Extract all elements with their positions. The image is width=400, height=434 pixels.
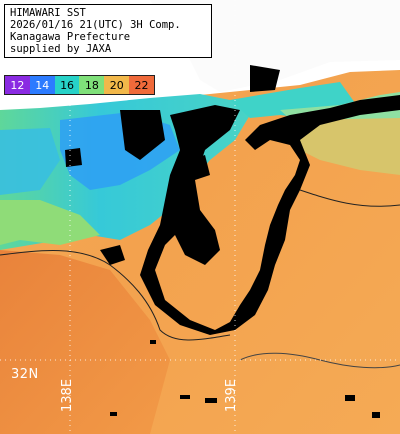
map-info-box: HIMAWARI SST 2026/01/16 21(UTC) 3H Comp.…: [4, 4, 212, 58]
land-islet-3: [65, 148, 82, 167]
info-timestamp: 2026/01/16 21(UTC) 3H Comp.: [10, 19, 181, 31]
isotherm-contour-2: [299, 189, 400, 207]
land-kanagawa-izu: [140, 95, 400, 335]
latitude-label: 32N: [11, 367, 39, 382]
small-island: [110, 412, 117, 416]
cloud-cover-2: [150, 0, 400, 92]
yellow-water-east: [300, 118, 400, 175]
legend-cell-20: 20: [104, 76, 130, 94]
legend-cell-16: 16: [54, 76, 80, 94]
cold-water-west: [0, 128, 60, 195]
legend-label: 18: [84, 78, 99, 92]
temperature-legend: 12 14 16 18 20 22: [4, 75, 155, 95]
land-izu-north: [120, 110, 165, 160]
small-island: [205, 398, 217, 403]
small-island: [345, 395, 355, 401]
southwest-warm-water: [0, 250, 170, 434]
small-island: [372, 412, 380, 418]
legend-cell-22: 22: [129, 76, 154, 94]
legend-cell-14: 14: [29, 76, 55, 94]
land-islet-1: [100, 245, 125, 265]
legend-cell-18: 18: [79, 76, 105, 94]
legend-label: 20: [109, 78, 124, 92]
legend-cell-12: 12: [5, 76, 30, 94]
land-islet-2: [190, 155, 210, 180]
longitude-label-138e: 138E: [60, 378, 75, 412]
legend-label: 12: [10, 78, 25, 92]
legend-label: 16: [60, 78, 75, 92]
green-transition-zone: [0, 200, 100, 245]
small-island: [180, 395, 190, 399]
legend-label: 22: [134, 78, 149, 92]
longitude-label-139e: 139E: [224, 378, 239, 412]
info-region: Kanagawa Prefecture: [10, 31, 131, 43]
small-island: [150, 340, 156, 344]
legend-label: 14: [35, 78, 50, 92]
land-north-strip: [250, 65, 280, 92]
isotherm-contour-1: [0, 250, 231, 341]
info-title: HIMAWARI SST: [10, 7, 86, 19]
info-source: supplied by JAXA: [10, 43, 112, 55]
